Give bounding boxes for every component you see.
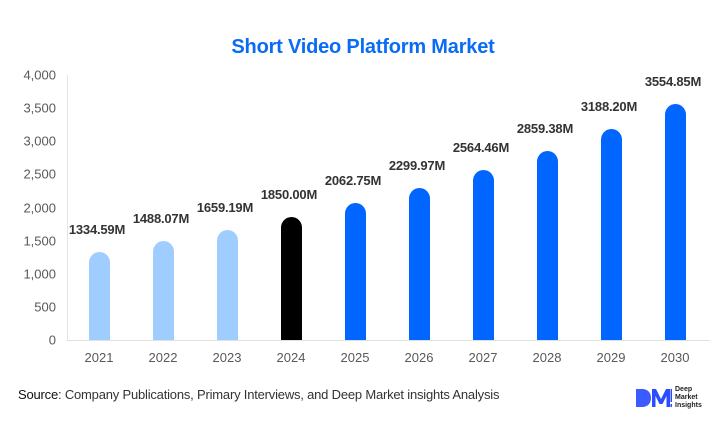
y-tick-label: 1,500: [23, 233, 56, 249]
bar-value-label: 1488.07M: [132, 211, 190, 227]
x-tick-label: 2025: [340, 350, 370, 365]
y-tick-label: 0: [48, 332, 56, 348]
bar-2025: [344, 203, 366, 340]
x-tick-label: 2030: [660, 350, 690, 365]
bar-value-label: 2299.97M: [388, 157, 446, 173]
y-tick-label: 4,000: [23, 67, 56, 83]
bar-value-label: 1334.59M: [68, 221, 126, 237]
bar-2027: [472, 170, 494, 340]
x-tick-label: 2027: [468, 350, 498, 365]
source-label: Source: [18, 387, 58, 402]
x-tick-label: 2023: [212, 350, 242, 365]
brand-logo: Deep Market Insights: [636, 384, 720, 412]
logo-wordmark: Deep Market Insights: [675, 386, 702, 409]
y-tick-label: 3,000: [23, 133, 56, 149]
bar-chart: 0 500 1,000 1,500 2,000 2,500 3,000 3,500 4,000 …: [23, 67, 710, 365]
bar-value-label: 2062.75M: [324, 173, 382, 189]
source-note: Source: Company Publications, Primary In…: [18, 387, 499, 402]
bar-2030: [664, 104, 686, 340]
bar-2024: [280, 217, 302, 340]
x-tick-label: 2022: [148, 350, 178, 365]
bar-2029: [600, 128, 622, 340]
bar-value-label: 2564.46M: [452, 140, 510, 156]
bar-2022: [152, 241, 174, 340]
y-tick-label: 2,000: [23, 200, 56, 215]
x-axis-line: [67, 340, 710, 341]
y-tick-label: 500: [34, 299, 56, 315]
bar-value-label: 3188.20M: [580, 98, 638, 114]
y-tick-label: 1,000: [23, 266, 56, 282]
bar-value-label: 3554.85M: [644, 74, 702, 90]
chart-title: Short Video Platform Market: [231, 36, 495, 58]
y-tick-label: 2,500: [23, 166, 56, 182]
bar-value-label: 1659.19M: [196, 200, 254, 216]
x-tick-label: 2024: [276, 350, 306, 365]
bar-2023: [216, 230, 238, 340]
bar-value-label: 1850.00M: [260, 187, 318, 203]
bar-value-label: 2859.38M: [516, 120, 574, 136]
x-tick-label: 2029: [596, 350, 626, 365]
bar-2026: [408, 187, 430, 340]
dm-logo-icon: [636, 389, 672, 407]
bar-2028: [536, 150, 558, 340]
x-tick-label: 2021: [84, 350, 114, 365]
source-text: : Company Publications, Primary Intervie…: [58, 387, 500, 402]
x-tick-label: 2026: [404, 350, 434, 365]
y-axis-line: [67, 75, 68, 341]
y-tick-label: 3,500: [23, 100, 56, 116]
bar-2021: [88, 251, 110, 340]
x-tick-label: 2028: [532, 350, 562, 365]
